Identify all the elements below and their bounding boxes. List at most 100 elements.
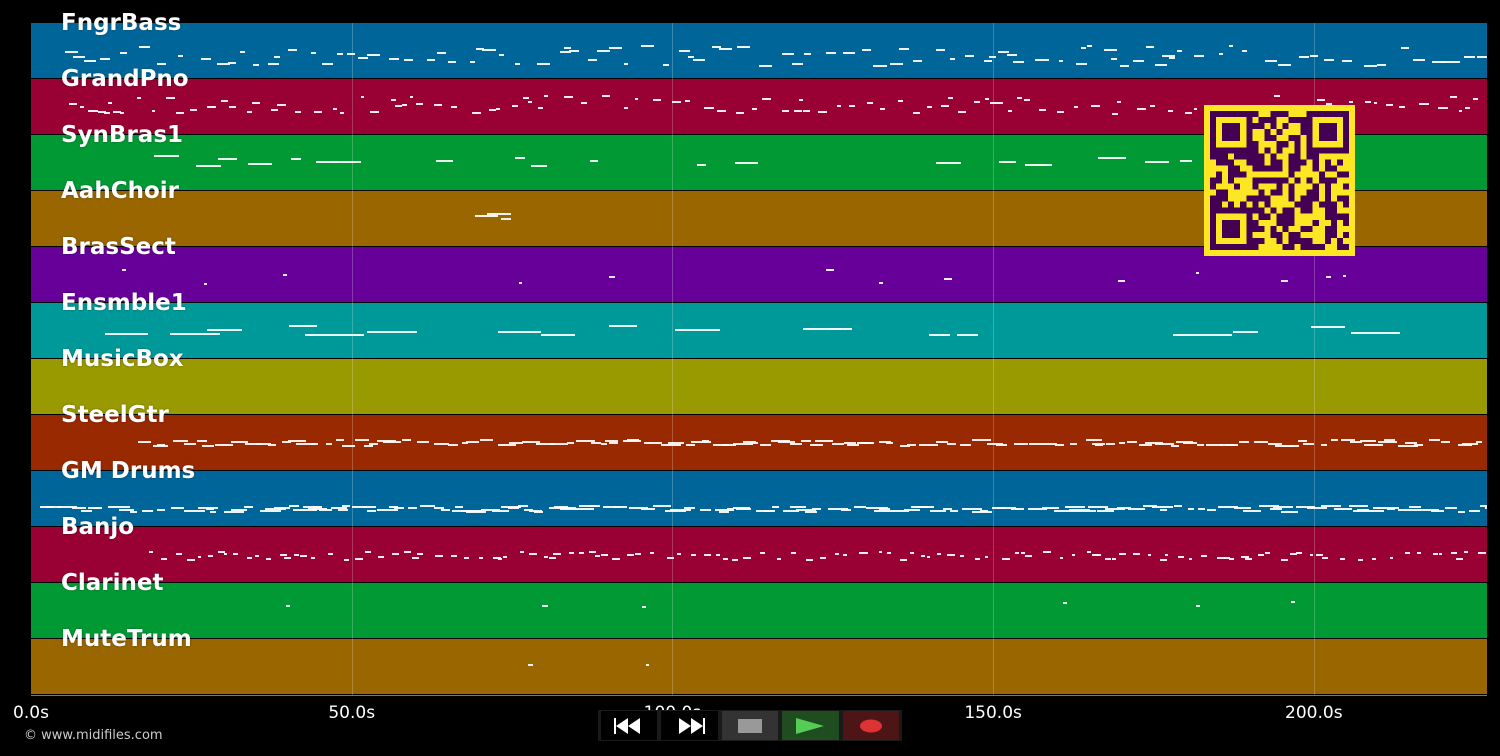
note bbox=[715, 508, 735, 511]
note bbox=[1041, 507, 1059, 510]
note bbox=[394, 507, 404, 510]
track-lane[interactable]: BrasSect bbox=[31, 234, 1487, 303]
note bbox=[704, 107, 714, 110]
track-lane[interactable]: Ensmble1 bbox=[31, 290, 1487, 359]
note bbox=[403, 58, 413, 61]
note bbox=[879, 107, 885, 110]
note bbox=[1267, 442, 1283, 445]
note bbox=[1445, 507, 1458, 510]
play-button[interactable] bbox=[782, 711, 839, 740]
note bbox=[342, 444, 355, 447]
track-label: AahChoir bbox=[61, 178, 179, 204]
note bbox=[313, 111, 322, 114]
rewind-button[interactable] bbox=[601, 711, 658, 740]
note bbox=[1087, 551, 1091, 554]
note bbox=[1324, 59, 1334, 62]
note bbox=[1224, 444, 1238, 447]
time-tick-label: 0.0s bbox=[13, 703, 49, 723]
track-lane[interactable]: Banjo bbox=[31, 514, 1487, 583]
note bbox=[605, 439, 618, 442]
fast-forward-button[interactable] bbox=[661, 711, 718, 740]
note bbox=[743, 441, 756, 444]
track-lane[interactable]: GM Drums bbox=[31, 458, 1487, 527]
note bbox=[818, 110, 828, 113]
track-lane[interactable]: MuteTrum bbox=[31, 626, 1487, 695]
note bbox=[1020, 551, 1026, 554]
note bbox=[322, 63, 333, 66]
note bbox=[1062, 601, 1067, 604]
note bbox=[173, 439, 188, 442]
track-lane[interactable]: MusicBox bbox=[31, 346, 1487, 415]
note bbox=[608, 276, 616, 279]
time-axis-line bbox=[31, 695, 1487, 696]
note bbox=[1217, 556, 1225, 559]
note bbox=[1341, 439, 1356, 441]
note bbox=[254, 554, 260, 557]
note bbox=[1110, 58, 1117, 61]
note bbox=[1169, 57, 1176, 60]
track-lane[interactable]: SteelGtr bbox=[31, 402, 1487, 471]
note bbox=[666, 556, 674, 559]
note bbox=[1325, 275, 1331, 278]
note bbox=[958, 110, 966, 113]
note bbox=[474, 215, 498, 218]
note bbox=[355, 558, 364, 561]
note bbox=[736, 45, 750, 48]
note bbox=[732, 442, 753, 445]
note bbox=[148, 551, 153, 553]
gridline bbox=[672, 23, 674, 695]
note bbox=[927, 105, 933, 108]
note bbox=[1223, 557, 1231, 560]
note bbox=[635, 98, 639, 101]
note bbox=[343, 558, 350, 561]
note bbox=[129, 510, 137, 513]
note bbox=[964, 55, 975, 58]
note bbox=[315, 161, 339, 164]
note bbox=[388, 506, 398, 509]
note bbox=[1405, 551, 1411, 554]
note bbox=[1071, 553, 1076, 556]
track-lane[interactable]: Clarinet bbox=[31, 570, 1487, 639]
stop-button[interactable] bbox=[721, 711, 779, 740]
note bbox=[719, 510, 729, 513]
note bbox=[1418, 509, 1439, 512]
note bbox=[1322, 556, 1328, 559]
note bbox=[782, 53, 795, 56]
note bbox=[358, 57, 368, 60]
note bbox=[793, 109, 803, 112]
note bbox=[1244, 558, 1252, 561]
note bbox=[697, 164, 706, 167]
note bbox=[434, 104, 443, 107]
note bbox=[1012, 61, 1025, 64]
note bbox=[528, 664, 533, 666]
note bbox=[469, 61, 475, 64]
note bbox=[183, 443, 197, 446]
note bbox=[1440, 60, 1447, 63]
note bbox=[331, 161, 362, 164]
note bbox=[843, 442, 857, 445]
track-lane[interactable]: FngrBass bbox=[31, 10, 1487, 79]
note bbox=[480, 439, 493, 442]
note bbox=[718, 47, 732, 50]
track-label: Banjo bbox=[61, 514, 135, 540]
note bbox=[1350, 331, 1401, 334]
note bbox=[912, 60, 923, 63]
note bbox=[80, 105, 85, 108]
note bbox=[1205, 443, 1223, 446]
note bbox=[764, 509, 776, 512]
note bbox=[498, 54, 505, 57]
note bbox=[228, 61, 236, 64]
record-button[interactable] bbox=[842, 711, 900, 740]
note bbox=[1461, 442, 1479, 445]
note bbox=[223, 510, 244, 513]
note bbox=[142, 509, 153, 512]
note bbox=[652, 99, 662, 102]
note bbox=[522, 440, 541, 443]
note bbox=[590, 442, 602, 445]
note bbox=[544, 95, 548, 98]
note bbox=[1070, 443, 1078, 446]
note bbox=[623, 63, 628, 66]
note bbox=[1173, 333, 1232, 336]
note bbox=[515, 156, 526, 159]
piano-roll[interactable]: FngrBass GrandPno SynBras1 AahChoir BrasSect… bbox=[31, 10, 1487, 695]
